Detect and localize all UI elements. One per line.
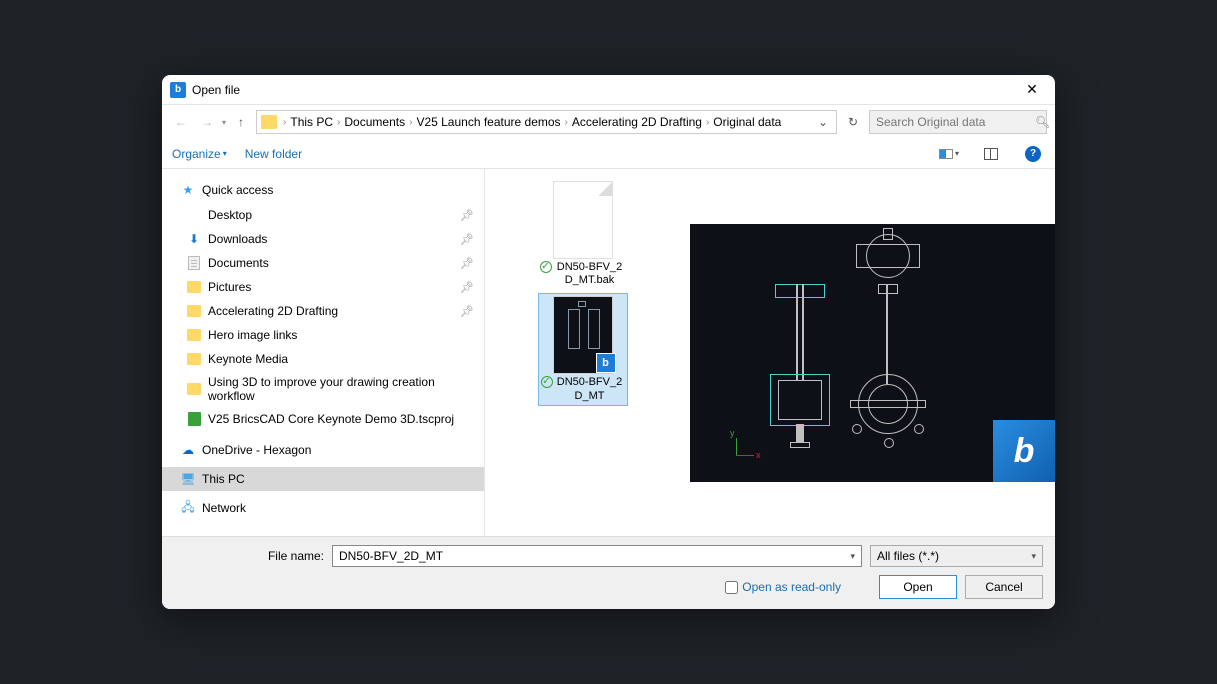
toolbar: Organize▾ New folder ▾ ? (162, 139, 1055, 169)
download-icon: ⬇ (186, 231, 202, 247)
cloud-icon: ☁ (180, 442, 196, 458)
refresh-button[interactable]: ↻ (841, 110, 865, 134)
cancel-button[interactable]: Cancel (965, 575, 1043, 599)
pc-icon: 🖥︎ (180, 471, 196, 487)
pin-icon: 📌︎ (460, 257, 474, 270)
tree-item-folder[interactable]: Hero image links (162, 323, 484, 347)
forward-button[interactable]: → (196, 111, 218, 133)
tree-item-pictures[interactable]: Pictures 📌︎ (162, 275, 484, 299)
pin-icon: 📌︎ (460, 305, 474, 318)
sync-ok-icon: ✓ (540, 261, 552, 273)
sync-ok-icon: ✓ (541, 376, 553, 388)
breadcrumb[interactable]: › This PC › Documents › V25 Launch featu… (256, 110, 837, 134)
search-input[interactable] (876, 115, 1031, 129)
file-label: ✓ DN50-BFV_2D_MT.bak (540, 261, 626, 287)
crumb[interactable]: Documents (342, 115, 407, 129)
file-list: ✓ DN50-BFV_2D_MT.bak b ✓ DN50-BFV_2D_MT (485, 169, 680, 536)
this-pc-header[interactable]: 🖥︎ This PC (162, 467, 484, 491)
network-icon: 🖧︎ (180, 500, 196, 516)
pin-icon: 📌︎ (460, 209, 474, 222)
help-button[interactable]: ? (1021, 142, 1045, 166)
close-button[interactable]: ✕ (1017, 75, 1047, 105)
readonly-checkbox[interactable]: Open as read-only (725, 580, 841, 594)
crumb[interactable]: V25 Launch feature demos (414, 115, 562, 129)
up-button[interactable]: ↑ (230, 111, 252, 133)
tree-item-documents[interactable]: Documents 📌︎ (162, 251, 484, 275)
chevron-down-icon[interactable]: ▾ (850, 551, 855, 562)
pin-icon: 📌︎ (460, 281, 474, 294)
bricscad-badge-icon: b (993, 420, 1055, 482)
file-label: ✓ DN50-BFV_2D_MT (541, 376, 625, 402)
file-thumb-blank (553, 181, 613, 259)
quick-access-header[interactable]: ★ Quick access (162, 177, 484, 203)
search-icon: 🔍︎ (1035, 115, 1050, 129)
body: ★ Quick access Desktop 📌︎ ⬇ Downloads 📌︎… (162, 169, 1055, 536)
pin-icon: 📌︎ (460, 233, 474, 246)
dwg-badge-icon: b (596, 353, 616, 373)
open-file-dialog: b Open file ✕ ← → ▾ ↑ › This PC › Docume… (162, 75, 1055, 609)
crumb[interactable]: Original data (711, 115, 783, 129)
network-header[interactable]: 🖧︎ Network (162, 495, 484, 521)
history-dropdown[interactable]: ▾ (222, 118, 226, 127)
app-icon: b (170, 82, 186, 98)
new-folder-button[interactable]: New folder (245, 147, 302, 161)
onedrive-header[interactable]: ☁ OneDrive - Hexagon (162, 437, 484, 463)
back-button[interactable]: ← (170, 111, 192, 133)
chevron-right-icon: › (283, 117, 286, 128)
window-title: Open file (192, 83, 1017, 97)
open-button[interactable]: Open (879, 575, 957, 599)
organize-menu[interactable]: Organize▾ (172, 147, 227, 161)
tree-item-downloads[interactable]: ⬇ Downloads 📌︎ (162, 227, 484, 251)
filetype-select[interactable]: All files (*.*) ▾ (870, 545, 1043, 567)
file-item-bak[interactable]: ✓ DN50-BFV_2D_MT.bak (538, 179, 628, 289)
file-item-dwg[interactable]: b ✓ DN50-BFV_2D_MT (538, 293, 628, 405)
tree-item-folder[interactable]: Keynote Media (162, 347, 484, 371)
help-icon: ? (1025, 146, 1041, 162)
preview-pane-button[interactable] (979, 142, 1003, 166)
folder-icon (261, 115, 277, 129)
tree-item-project[interactable]: V25 BricsCAD Core Keynote Demo 3D.tscpro… (162, 407, 484, 431)
filename-input[interactable]: DN50-BFV_2D_MT ▾ (332, 545, 862, 567)
breadcrumb-dropdown[interactable]: ⌄ (814, 115, 832, 129)
titlebar: b Open file ✕ (162, 75, 1055, 105)
chevron-down-icon: ▾ (1031, 551, 1036, 562)
tree-item-folder[interactable]: Accelerating 2D Drafting 📌︎ (162, 299, 484, 323)
preview-pane: y x b (680, 169, 1055, 536)
view-mode-button[interactable]: ▾ (937, 142, 961, 166)
filename-label: File name: (174, 549, 324, 563)
navbar: ← → ▾ ↑ › This PC › Documents › V25 Laun… (162, 105, 1055, 139)
search-box[interactable]: 🔍︎ (869, 110, 1047, 134)
crumb[interactable]: This PC (288, 115, 335, 129)
star-icon: ★ (180, 182, 196, 198)
file-thumb-dwg: b (553, 296, 613, 374)
preview-canvas: y x b (690, 224, 1055, 482)
crumb[interactable]: Accelerating 2D Drafting (570, 115, 704, 129)
tree-item-desktop[interactable]: Desktop 📌︎ (162, 203, 484, 227)
tree-item-folder[interactable]: Using 3D to improve your drawing creatio… (162, 371, 484, 407)
footer: File name: DN50-BFV_2D_MT ▾ All files (*… (162, 536, 1055, 609)
navigation-pane: ★ Quick access Desktop 📌︎ ⬇ Downloads 📌︎… (162, 169, 485, 536)
